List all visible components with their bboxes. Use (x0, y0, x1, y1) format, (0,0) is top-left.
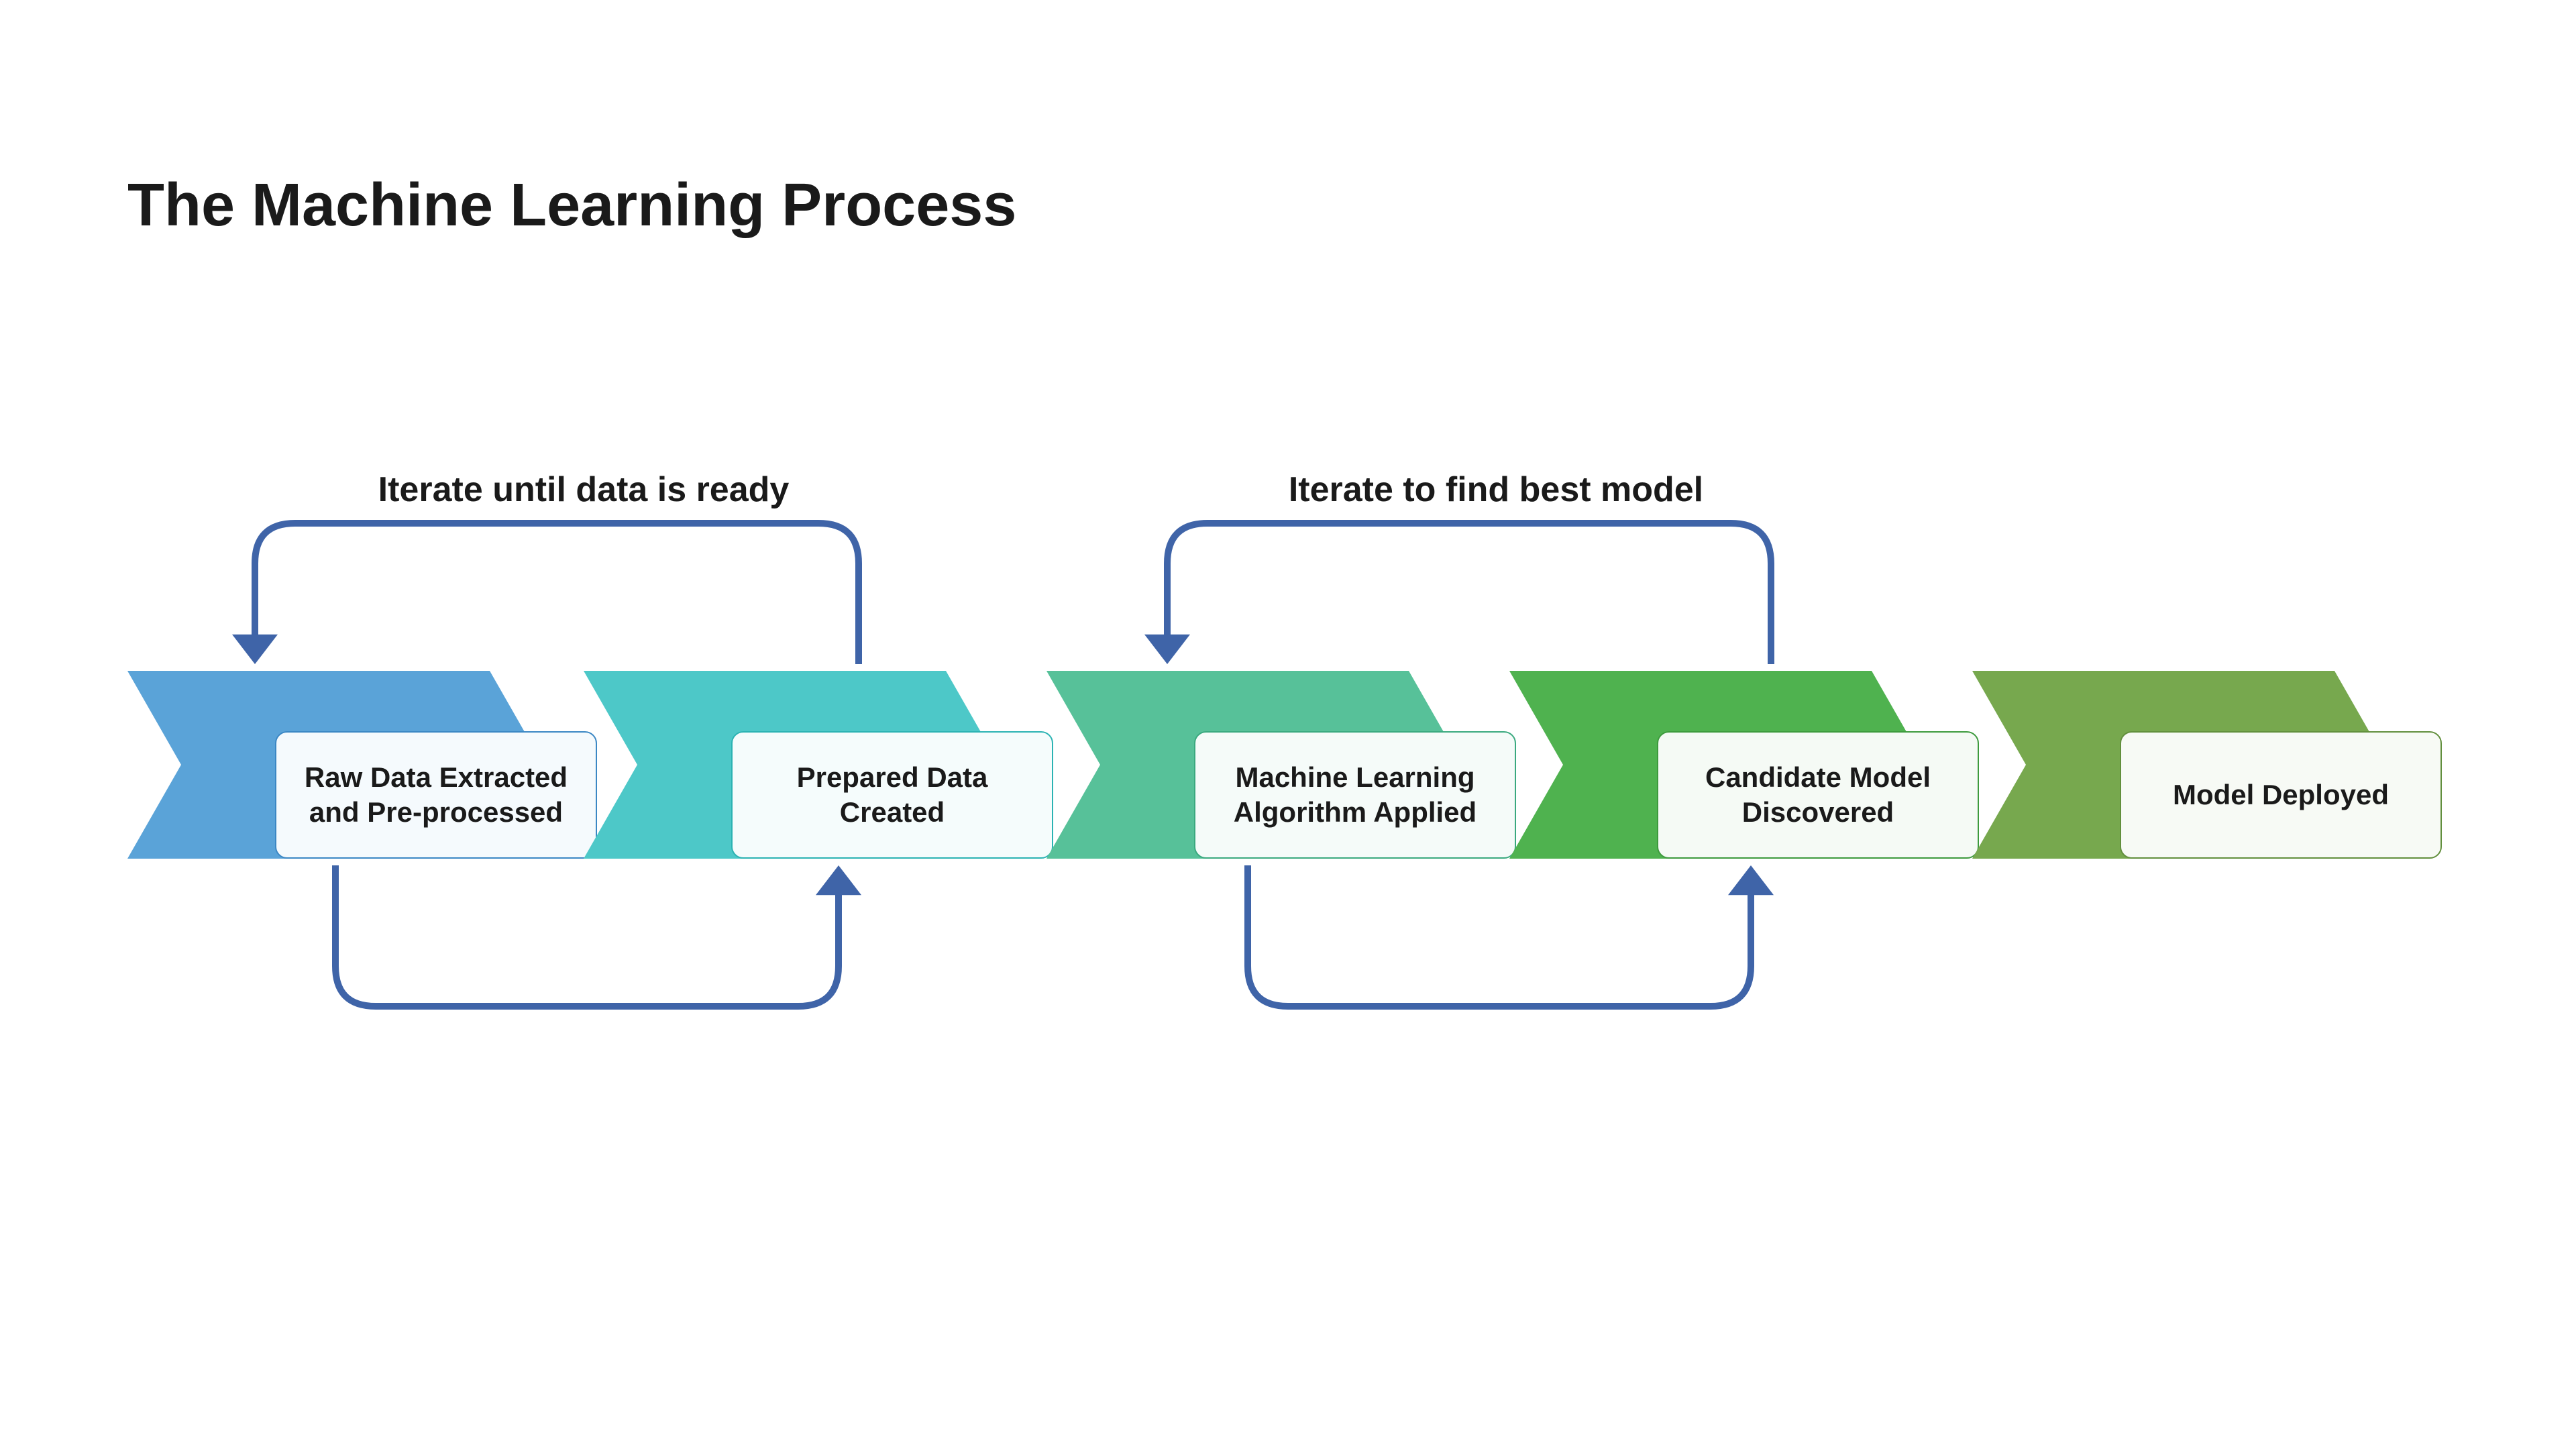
step-label: Model Deployed (2173, 777, 2389, 813)
step-label: Prepared Data Created (753, 760, 1032, 830)
loop-arrow-bottom (309, 839, 865, 1033)
step-label: Raw Data Extracted and Pre-processed (297, 760, 576, 830)
page-title: The Machine Learning Process (127, 171, 1016, 240)
diagram-canvas: { "title": { "text": "The Machine Learni… (0, 0, 2576, 1449)
step-label: Machine Learning Algorithm Applied (1216, 760, 1495, 830)
step-label: Candidate Model Discovered (1678, 760, 1957, 830)
process-step: Model Deployed (1972, 671, 2402, 899)
step-label-box: Model Deployed (2120, 731, 2442, 859)
loop-arrow-top (228, 496, 885, 691)
loop-arrow-top (1140, 496, 1798, 691)
loop-arrow-bottom (1221, 839, 1778, 1033)
